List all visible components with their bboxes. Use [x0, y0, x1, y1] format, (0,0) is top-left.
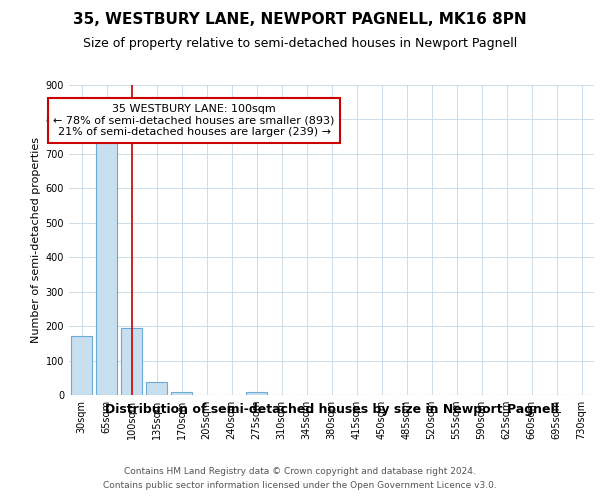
Text: Contains HM Land Registry data © Crown copyright and database right 2024.: Contains HM Land Registry data © Crown c… — [124, 468, 476, 476]
Text: 35, WESTBURY LANE, NEWPORT PAGNELL, MK16 8PN: 35, WESTBURY LANE, NEWPORT PAGNELL, MK16… — [73, 12, 527, 28]
Text: 35 WESTBURY LANE: 100sqm
← 78% of semi-detached houses are smaller (893)
21% of : 35 WESTBURY LANE: 100sqm ← 78% of semi-d… — [53, 104, 335, 137]
Text: Size of property relative to semi-detached houses in Newport Pagnell: Size of property relative to semi-detach… — [83, 38, 517, 51]
Bar — [246, 392, 267, 395]
Y-axis label: Number of semi-detached properties: Number of semi-detached properties — [31, 137, 41, 343]
Bar — [146, 382, 167, 395]
Bar — [121, 328, 142, 395]
Bar — [171, 392, 192, 395]
Bar — [96, 140, 117, 395]
Bar — [71, 336, 92, 395]
Text: Contains public sector information licensed under the Open Government Licence v3: Contains public sector information licen… — [103, 481, 497, 490]
Text: Distribution of semi-detached houses by size in Newport Pagnell: Distribution of semi-detached houses by … — [105, 402, 559, 415]
